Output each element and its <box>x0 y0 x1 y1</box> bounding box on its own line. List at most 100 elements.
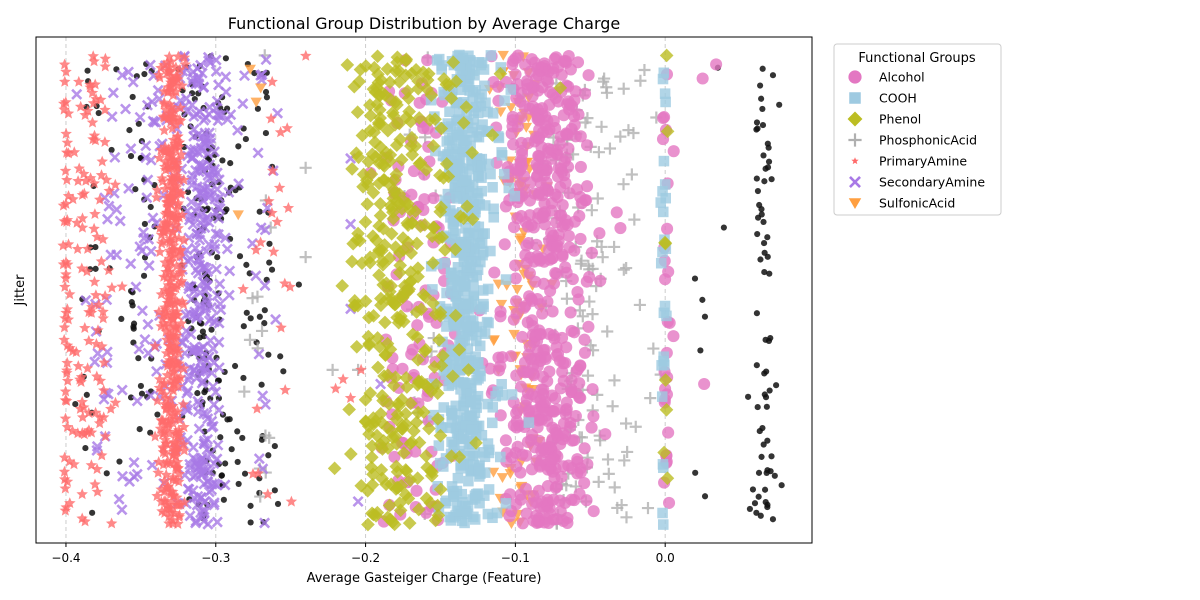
cooh-point <box>451 115 462 127</box>
primaryamine-point <box>89 406 102 418</box>
cooh-point <box>441 321 452 332</box>
phenol-point <box>396 243 411 257</box>
alcohol-point <box>523 403 536 417</box>
cooh-point <box>472 107 484 119</box>
cooh-point <box>471 335 482 347</box>
secondaryamine-point <box>91 440 103 452</box>
unlabeled-point <box>262 130 270 137</box>
primaryamine-point <box>99 103 111 115</box>
alcohol-point <box>546 305 559 318</box>
secondaryamine-point <box>222 113 234 125</box>
cooh-point <box>441 136 453 147</box>
phenol-point <box>386 109 401 123</box>
sulfonicacid-point <box>250 97 262 108</box>
cooh-point <box>470 85 481 96</box>
sulfonicacid-point <box>254 83 267 94</box>
secondaryamine-point <box>195 491 207 503</box>
unlabeled-point <box>746 505 753 512</box>
unlabeled-point <box>137 382 144 390</box>
alcohol-point <box>519 299 532 313</box>
unlabeled-point <box>691 275 699 282</box>
primaryamine-point <box>178 496 191 508</box>
secondaryamine-point <box>197 160 209 172</box>
alcohol-point <box>533 123 546 136</box>
cooh-point <box>479 490 490 501</box>
alcohol-point <box>569 130 582 143</box>
cooh-point <box>437 461 449 472</box>
phenol-point <box>403 265 418 280</box>
alcohol-point <box>551 191 564 204</box>
phenol-point <box>375 243 389 258</box>
cooh-point <box>476 429 488 441</box>
cooh-point <box>453 281 464 292</box>
cooh-point <box>477 119 488 130</box>
cooh-point <box>657 459 669 470</box>
phenol-point <box>391 396 405 411</box>
primaryamine-point <box>81 242 94 254</box>
unlabeled-point <box>755 469 763 476</box>
cooh-point <box>481 126 492 138</box>
primaryamine-point <box>68 146 81 158</box>
primaryamine-point <box>67 193 79 205</box>
secondaryamine-point <box>147 115 159 127</box>
phosphonicacid-point <box>601 325 614 338</box>
cooh-point <box>505 84 517 95</box>
alcohol-point <box>573 209 586 223</box>
alcohol-point <box>526 428 539 442</box>
unlabeled-point <box>261 320 268 327</box>
primaryamine-point <box>61 374 74 386</box>
primaryamine-point <box>174 266 186 278</box>
unlabeled-point <box>764 234 771 241</box>
alcohol-point <box>509 272 522 285</box>
primaryamine-point <box>60 198 72 209</box>
cooh-point <box>485 245 496 257</box>
unlabeled-point <box>760 218 767 226</box>
cooh-point <box>506 389 518 400</box>
unlabeled-point <box>760 152 767 159</box>
alcohol-point <box>662 496 676 509</box>
primaryamine-point <box>252 467 264 479</box>
primaryamine-point <box>58 321 71 333</box>
phosphonicacid-point <box>602 467 615 480</box>
phenol-point <box>350 105 365 120</box>
primaryamine-point <box>159 183 171 194</box>
secondaryamine-point <box>220 71 232 83</box>
phenol-point <box>433 482 448 497</box>
primaryamine-point <box>153 373 166 385</box>
phenol-point <box>377 173 392 187</box>
cooh-point <box>496 147 507 158</box>
alcohol-point <box>536 163 549 177</box>
alcohol-point <box>573 377 586 390</box>
unlabeled-point <box>766 270 773 277</box>
cooh-point <box>460 241 471 253</box>
alcohol-point <box>559 408 572 421</box>
unlabeled-point <box>247 315 254 322</box>
phenol-point <box>378 347 393 362</box>
primaryamine-point <box>160 333 173 345</box>
alcohol-point <box>594 274 607 287</box>
phenol-point <box>493 66 508 81</box>
cooh-point <box>465 388 477 400</box>
phenol-point <box>374 463 389 477</box>
alcohol-point <box>585 421 598 434</box>
alcohol-point <box>565 383 578 396</box>
alcohol-point <box>512 164 525 177</box>
primaryamine-point <box>174 115 187 126</box>
unlabeled-point <box>280 368 287 375</box>
secondaryamine-point <box>259 398 272 411</box>
unlabeled-point <box>697 347 704 354</box>
secondaryamine-point <box>142 174 154 186</box>
primaryamine-point <box>98 356 110 368</box>
phenol-point <box>374 291 388 306</box>
secondaryamine-point <box>123 182 135 194</box>
cooh-point <box>474 154 485 165</box>
alcohol-point <box>570 365 583 378</box>
alcohol-point <box>506 58 519 71</box>
cooh-point <box>459 334 471 346</box>
primaryamine-point <box>84 81 96 93</box>
cooh-point <box>444 511 455 523</box>
cooh-point <box>464 54 476 66</box>
primaryamine-point <box>168 377 181 389</box>
unlabeled-point <box>95 109 102 117</box>
